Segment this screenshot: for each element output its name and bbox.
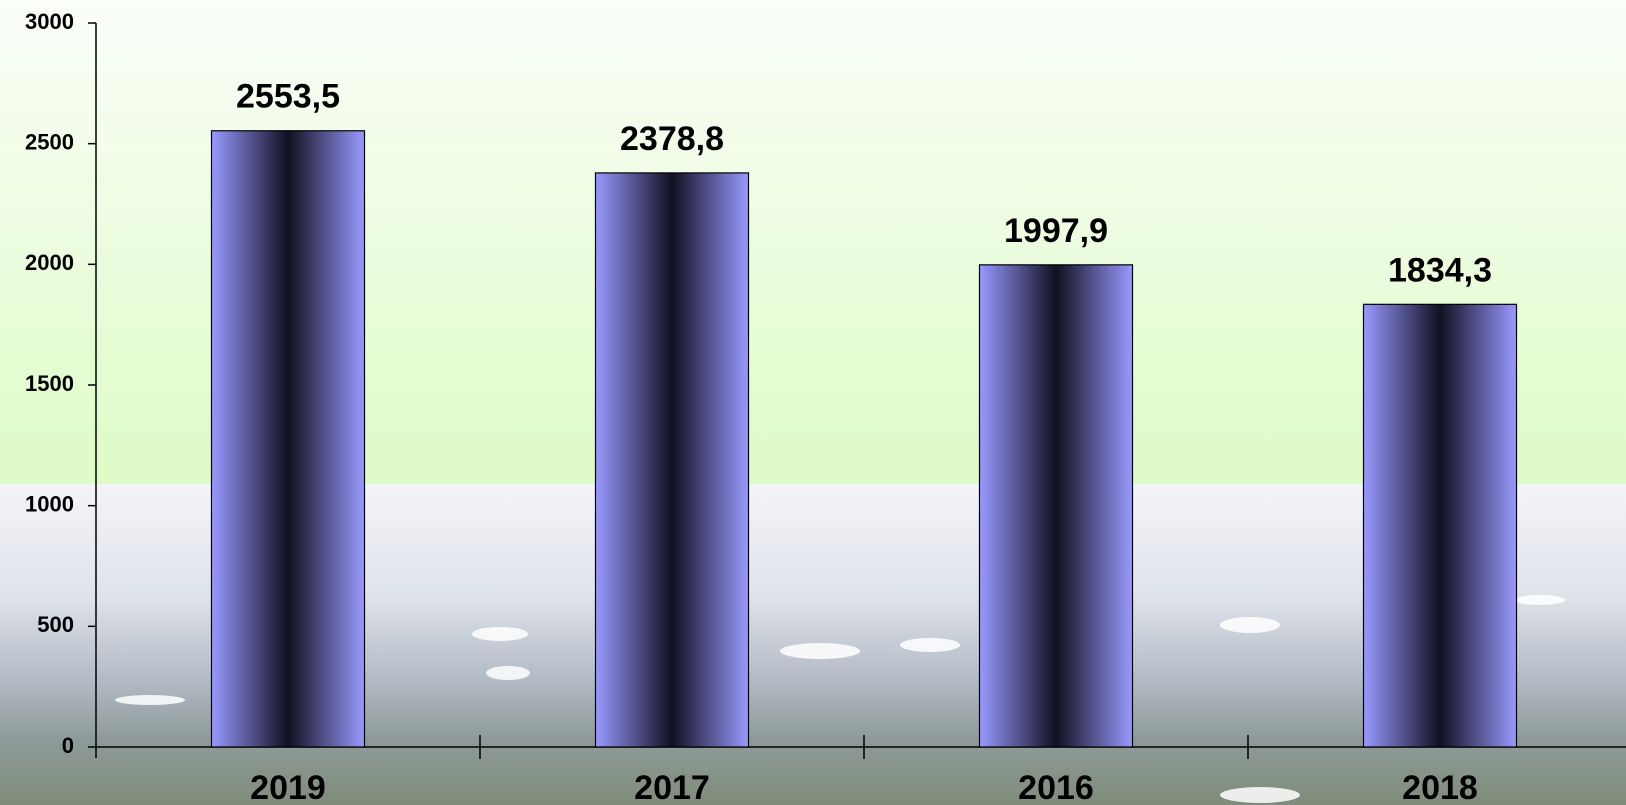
y-tick-label: 2000 bbox=[25, 250, 74, 275]
y-tick-label: 2500 bbox=[25, 129, 74, 154]
y-tick-label: 500 bbox=[37, 612, 74, 637]
y-tick-label: 0 bbox=[62, 733, 74, 758]
y-tick-label: 1000 bbox=[25, 491, 74, 516]
y-tick-label: 3000 bbox=[25, 9, 74, 34]
x-tick-label: 2018 bbox=[1402, 769, 1478, 805]
y-tick-label: 1500 bbox=[25, 371, 74, 396]
x-tick-label: 2016 bbox=[1018, 769, 1094, 805]
bar bbox=[1362, 303, 1518, 748]
value-label: 1834,3 bbox=[1388, 251, 1492, 289]
value-label: 2378,8 bbox=[620, 120, 724, 158]
bar bbox=[978, 264, 1134, 748]
value-label: 2553,5 bbox=[236, 78, 340, 116]
x-tick-label: 2017 bbox=[634, 769, 710, 805]
value-label: 1997,9 bbox=[1004, 212, 1108, 250]
x-tick-label: 2019 bbox=[250, 769, 326, 805]
clouds bbox=[115, 595, 1565, 803]
bar bbox=[210, 130, 366, 748]
bar bbox=[594, 172, 750, 748]
